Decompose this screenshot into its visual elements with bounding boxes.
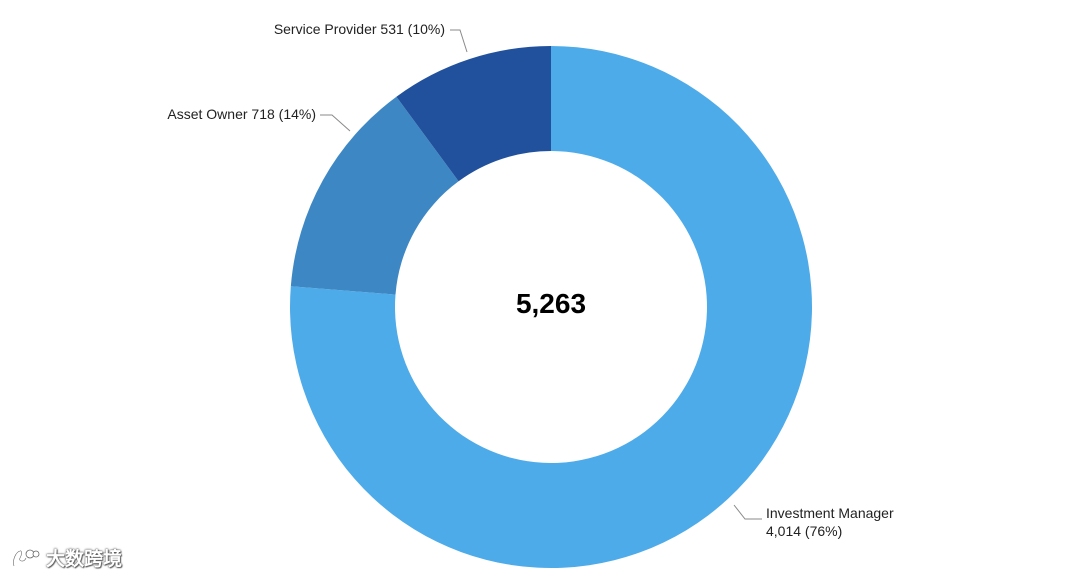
label-investment-manager: Investment Manager 4,014 (76%) bbox=[766, 505, 894, 539]
leader-line-asset-owner bbox=[320, 114, 351, 132]
label-line: Asset Owner 718 (14%) bbox=[167, 106, 316, 122]
watermark: 大数跨境 bbox=[10, 544, 122, 571]
label-line: Investment Manager bbox=[766, 505, 894, 521]
slice-service-provider bbox=[396, 46, 551, 182]
leader-line-investment-manager bbox=[733, 504, 762, 520]
watermark-text: 大数跨境 bbox=[46, 548, 123, 570]
donut-slices bbox=[290, 46, 812, 568]
leader-line-service-provider bbox=[450, 29, 468, 53]
watermark-logo-icon bbox=[12, 549, 40, 566]
label-leader-lines bbox=[320, 29, 762, 520]
slice-asset-owner bbox=[290, 96, 459, 295]
label-service-provider: Service Provider 531 (10%) bbox=[274, 21, 445, 37]
label-line: 4,014 (76%) bbox=[766, 523, 842, 539]
label-line: Service Provider 531 (10%) bbox=[274, 21, 445, 37]
center-total-label: 5,263 bbox=[516, 288, 586, 319]
label-asset-owner: Asset Owner 718 (14%) bbox=[167, 106, 316, 122]
slice-labels: Investment Manager 4,014 (76%) Asset Owner… bbox=[167, 21, 894, 539]
slice-investment-manager bbox=[290, 46, 812, 568]
